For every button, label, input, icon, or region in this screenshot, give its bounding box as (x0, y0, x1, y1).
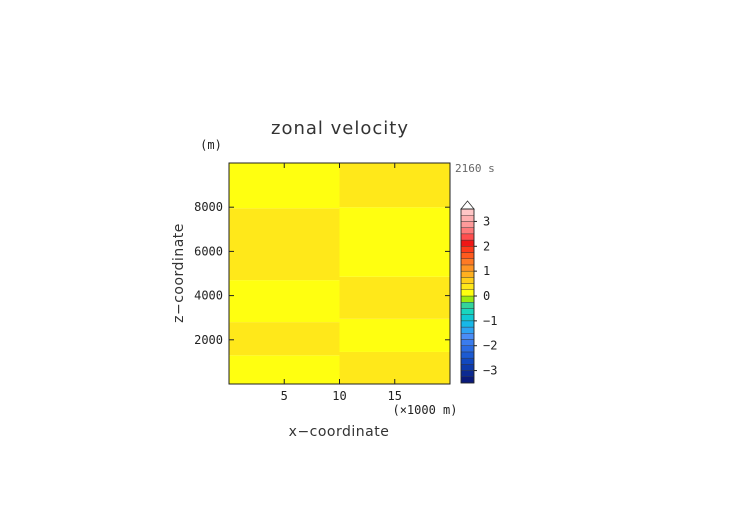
velocity-region-4 (229, 208, 340, 281)
x-axis-title: x−coordinate (289, 424, 390, 440)
colorbar-segment (460, 221, 475, 228)
y-tick-label: 2000 (194, 333, 223, 347)
colorbar-segment (460, 376, 475, 384)
colorbar-tick-label: 3 (483, 214, 490, 228)
y-tick-label: 8000 (194, 200, 223, 214)
x-axis: 5 10 15 (281, 163, 402, 403)
colorbar-segment (460, 227, 475, 235)
colorbar-segment (460, 345, 475, 353)
colorbar-segment (460, 357, 475, 365)
velocity-region-9 (339, 207, 450, 277)
colorbar-segment (460, 302, 475, 309)
velocity-region-5 (229, 163, 340, 209)
x-tick-label: 5 (281, 389, 288, 403)
colorbar-segment (460, 364, 475, 371)
colorbar-segment (460, 320, 475, 328)
velocity-region-8 (339, 276, 450, 319)
colorbar-segment (460, 215, 475, 222)
colorbar-segment (460, 239, 475, 247)
colorbar-segment (460, 283, 475, 290)
colorbar-segment (460, 208, 475, 216)
velocity-region-7 (339, 318, 450, 352)
colorbar-segment (460, 314, 475, 322)
colorbar-segment (460, 295, 475, 303)
colorbar-segment (460, 326, 475, 334)
y-tick-label: 6000 (194, 244, 223, 258)
colorbar-tick-label: −2 (483, 339, 497, 353)
velocity-region-2 (229, 322, 340, 356)
colorbar-segment (460, 270, 475, 278)
x-tick-label: 15 (388, 389, 402, 403)
time-label: 2160 s (455, 162, 495, 175)
colorbar-segment (460, 289, 475, 297)
colorbar-segment (460, 252, 475, 259)
velocity-region-10 (339, 163, 450, 208)
colorbar-segment (460, 277, 475, 284)
y-unit-label: (m) (200, 138, 222, 152)
y-tick-label: 4000 (194, 289, 223, 303)
x-tick-label: 10 (332, 389, 346, 403)
colorbar-segment (460, 333, 475, 340)
colorbar-segment (460, 339, 475, 346)
colorbar-segment (460, 246, 475, 253)
plot-regions (229, 163, 450, 384)
x-unit-label: (×1000 m) (392, 403, 457, 417)
colorbar-tick-label: −3 (483, 364, 497, 378)
colorbar-segment (460, 351, 475, 359)
y-axis: 2000 4000 6000 8000 (194, 200, 450, 347)
colorbar-segment (460, 370, 475, 377)
chart-title: zonal velocity (271, 118, 409, 139)
colorbar-segment (460, 264, 475, 272)
velocity-region-3 (229, 280, 340, 323)
colorbar-extend-arrow (460, 200, 475, 210)
velocity-region-6 (339, 351, 450, 384)
colorbar-tick-label: 1 (483, 264, 490, 278)
colorbar-segment (460, 233, 475, 241)
colorbar: 3 2 1 0 −1 −2 −3 (460, 200, 497, 384)
colorbar-tick-label: 2 (483, 239, 490, 253)
colorbar-segment (460, 258, 475, 266)
colorbar-segment (460, 308, 475, 315)
colorbar-tick-label: 0 (483, 289, 490, 303)
y-axis-title: z−coordinate (171, 223, 187, 323)
colorbar-tick-label: −1 (483, 314, 497, 328)
